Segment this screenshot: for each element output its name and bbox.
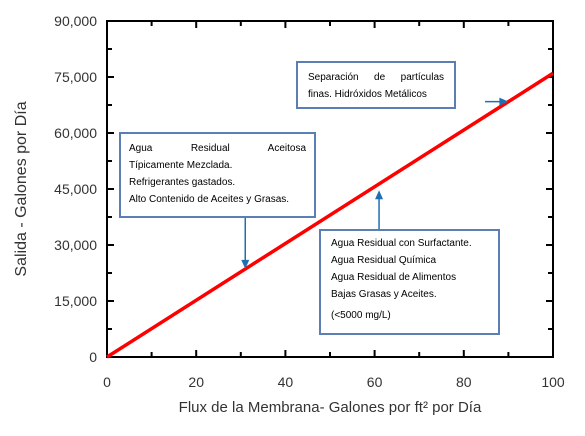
series-group <box>106 71 554 359</box>
annotation-line: Alto Contenido de Aceites y Grasas. <box>129 194 290 205</box>
y-tick-label: 0 <box>89 349 97 365</box>
y-tick-label: 60,000 <box>54 125 97 141</box>
annotation-line: (<5000 mg/L) <box>331 310 391 321</box>
annotation-line: Agua Residual con Surfactante. <box>331 238 472 249</box>
x-tick-label: 20 <box>188 374 204 390</box>
annotation-arrows <box>241 97 509 269</box>
x-axis-title: Flux de la Membrana- Galones por ft² por… <box>179 399 482 416</box>
arrow-head <box>375 190 384 200</box>
y-tick-label: 15,000 <box>54 293 97 309</box>
arrow-head <box>499 97 509 106</box>
x-tick-label: 60 <box>367 374 383 390</box>
x-tick-label: 80 <box>456 374 472 390</box>
y-axis-ticks: 0 15,000 30,000 45,000 60,000 75,000 90,000 <box>54 13 553 365</box>
annotation-line: finas. Hidróxidos Metálicos <box>308 89 427 100</box>
annotation-line: Separación de partículas <box>308 72 444 83</box>
series-line <box>106 71 554 359</box>
annotation-line: Agua Residual Aceitosa <box>129 143 306 154</box>
y-tick-label: 75,000 <box>54 69 97 85</box>
y-tick-label: 45,000 <box>54 181 97 197</box>
x-axis-ticks: 0 20 40 60 80 100 <box>103 21 565 390</box>
x-tick-label: 100 <box>541 374 565 390</box>
annotation-line: Típicamente Mezclada. <box>129 160 233 171</box>
y-axis-title: Salida - Galones por Día <box>13 101 30 276</box>
x-tick-label: 0 <box>103 374 111 390</box>
annotation-line: Agua Residual Química <box>331 255 437 266</box>
arrow-head <box>241 259 250 269</box>
y-tick-label: 90,000 <box>54 13 97 29</box>
annotation-box-fine-particles: Separación de partículas finas. Hidróxid… <box>296 61 456 109</box>
annotation-line: Refrigerantes gastados. <box>129 177 236 188</box>
x-tick-label: 40 <box>278 374 294 390</box>
y-tick-label: 30,000 <box>54 237 97 253</box>
annotation-box-surfactant-water: Agua Residual con Surfactante. Agua Resi… <box>319 229 500 335</box>
annotation-line: Agua Residual de Alimentos <box>331 272 457 283</box>
annotation-box-oily-water: Agua Residual Aceitosa Típicamente Mezcl… <box>119 132 316 218</box>
annotation-line: Bajas Grasas y Aceites. <box>331 289 437 300</box>
